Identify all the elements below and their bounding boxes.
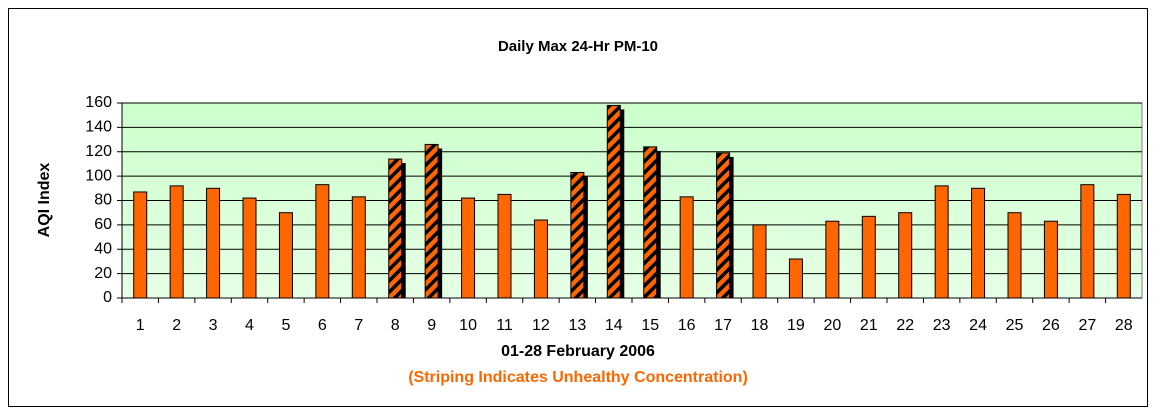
- bar: [934, 185, 949, 299]
- bar: [898, 212, 913, 299]
- y-tick-label: 40: [94, 240, 112, 257]
- x-tick-label: 20: [823, 317, 841, 334]
- x-tick-label: 24: [969, 317, 987, 334]
- bar: [278, 212, 293, 299]
- bar: [388, 158, 403, 299]
- x-tick-label: 18: [751, 317, 769, 334]
- x-tick-label: 1: [136, 317, 145, 334]
- bar: [1116, 193, 1131, 299]
- x-tick-label: 13: [568, 317, 586, 334]
- x-tick-label: 19: [787, 317, 805, 334]
- bar: [351, 196, 366, 299]
- x-tick-label: 2: [172, 317, 181, 334]
- x-tick-label: 25: [1006, 317, 1024, 334]
- x-tick-label: 6: [318, 317, 327, 334]
- x-axis-title: 01-28 February 2006: [501, 343, 655, 360]
- x-tick-label: 16: [678, 317, 696, 334]
- y-tick-label: 160: [85, 94, 112, 111]
- bar: [1080, 184, 1095, 299]
- x-tick-label: 15: [641, 317, 659, 334]
- bar: [825, 220, 840, 299]
- bar: [752, 224, 767, 299]
- bar: [533, 219, 548, 299]
- x-tick-label: 22: [896, 317, 914, 334]
- bar: [242, 197, 257, 299]
- x-tick-label: 17: [714, 317, 732, 334]
- bar: [315, 184, 330, 299]
- bar: [206, 187, 221, 299]
- y-axis-title: AQI Index: [36, 163, 53, 238]
- x-tick-label: 7: [354, 317, 363, 334]
- x-tick-label: 4: [245, 317, 254, 334]
- x-tick-label: 3: [209, 317, 218, 334]
- x-tick-label: 12: [532, 317, 550, 334]
- bar: [570, 171, 585, 299]
- bar: [424, 143, 439, 299]
- bar: [643, 146, 658, 299]
- x-tick-label: 27: [1078, 317, 1096, 334]
- y-tick-label: 0: [103, 289, 112, 306]
- bar: [169, 185, 184, 299]
- x-tick-label: 9: [427, 317, 436, 334]
- y-tick-label: 20: [94, 265, 112, 282]
- y-tick-label: 140: [85, 119, 112, 136]
- chart-title: Daily Max 24-Hr PM-10: [498, 38, 658, 55]
- y-tick-label: 120: [85, 143, 112, 160]
- bar: [788, 258, 803, 299]
- x-tick-label: 14: [605, 317, 623, 334]
- annotation: (Striping Indicates Unhealthy Concentrat…: [408, 369, 748, 386]
- bar: [1007, 212, 1022, 299]
- x-tick-label: 21: [860, 317, 878, 334]
- x-tick-label: 28: [1115, 317, 1133, 334]
- bar: [1043, 220, 1058, 299]
- x-tick-label: 5: [281, 317, 290, 334]
- bar: [716, 152, 731, 299]
- x-tick-label: 26: [1042, 317, 1060, 334]
- bar: [606, 104, 621, 299]
- bar: [461, 197, 476, 299]
- x-tick-label: 8: [391, 317, 400, 334]
- bar: [679, 196, 694, 299]
- bar: [497, 193, 512, 299]
- y-tick-label: 100: [85, 167, 112, 184]
- x-tick-label: 11: [496, 317, 513, 334]
- bar: [971, 187, 986, 299]
- y-tick-label: 60: [94, 216, 112, 233]
- y-tick-label: 80: [94, 192, 112, 209]
- bar: [861, 215, 876, 299]
- x-tick-label: 10: [459, 317, 477, 334]
- bar: [133, 191, 148, 299]
- x-tick-label: 23: [933, 317, 951, 334]
